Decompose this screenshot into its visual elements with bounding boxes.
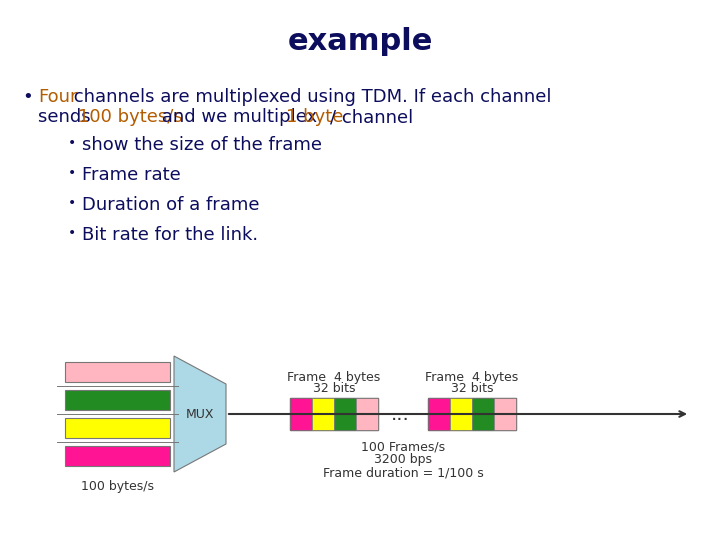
- Polygon shape: [174, 356, 226, 472]
- Text: 100 bytes/s: 100 bytes/s: [78, 108, 183, 126]
- Text: Frame  4 bytes: Frame 4 bytes: [287, 371, 381, 384]
- Text: 100 Frames/s: 100 Frames/s: [361, 440, 445, 453]
- Bar: [290, 398, 378, 430]
- Text: •: •: [68, 226, 76, 240]
- Text: •: •: [68, 166, 76, 180]
- Bar: [472, 398, 494, 430]
- Bar: [312, 398, 334, 430]
- Bar: [65, 362, 170, 382]
- Bar: [428, 398, 450, 430]
- Bar: [450, 398, 472, 430]
- Text: 32 bits: 32 bits: [312, 382, 355, 395]
- Text: 32 bits: 32 bits: [451, 382, 493, 395]
- Bar: [290, 398, 312, 430]
- Text: example: example: [287, 28, 433, 57]
- Bar: [494, 398, 516, 430]
- Text: MUX: MUX: [186, 408, 215, 421]
- Bar: [428, 398, 516, 430]
- Text: Duration of a frame: Duration of a frame: [82, 196, 259, 214]
- Text: Four: Four: [38, 88, 78, 106]
- Text: •: •: [22, 88, 32, 106]
- Text: 1 byte: 1 byte: [286, 108, 343, 126]
- Text: Frame duration = 1/100 s: Frame duration = 1/100 s: [323, 466, 483, 479]
- Text: and we multiplex: and we multiplex: [156, 108, 323, 126]
- Text: 3200 bps: 3200 bps: [374, 453, 432, 466]
- Text: sends: sends: [38, 108, 96, 126]
- Text: •: •: [68, 196, 76, 210]
- Bar: [356, 398, 378, 430]
- Bar: [65, 446, 170, 466]
- Text: Bit rate for the link.: Bit rate for the link.: [82, 226, 258, 244]
- Text: 100 bytes/s: 100 bytes/s: [81, 480, 154, 493]
- Text: / channel: / channel: [330, 108, 413, 126]
- Text: Frame  4 bytes: Frame 4 bytes: [426, 371, 518, 384]
- Text: channels are multiplexed using TDM. If each channel: channels are multiplexed using TDM. If e…: [68, 88, 552, 106]
- Bar: [65, 418, 170, 438]
- Bar: [65, 390, 170, 410]
- Text: •: •: [68, 136, 76, 150]
- Bar: [334, 398, 356, 430]
- Text: show the size of the frame: show the size of the frame: [82, 136, 322, 154]
- Text: ...: ...: [391, 404, 410, 423]
- Text: Frame rate: Frame rate: [82, 166, 181, 184]
